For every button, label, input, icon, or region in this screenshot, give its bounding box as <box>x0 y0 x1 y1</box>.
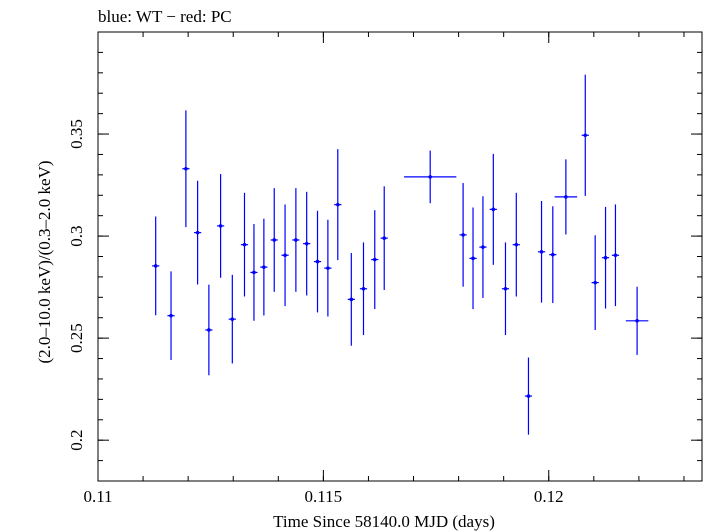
x-tick-label: 0.12 <box>534 487 564 506</box>
point-marker <box>252 270 256 275</box>
y-axis-label: (2.0–10.0 keV)/(0.3–2.0 keV) <box>35 160 54 363</box>
data-point <box>194 180 202 285</box>
data-point <box>601 206 610 309</box>
data-point <box>240 192 249 297</box>
point-marker <box>283 253 287 258</box>
data-point <box>216 174 225 278</box>
point-marker <box>195 230 200 235</box>
point-marker <box>335 202 340 207</box>
data-points <box>152 74 649 435</box>
data-point <box>581 74 589 196</box>
point-marker <box>361 286 366 291</box>
point-marker <box>564 195 568 199</box>
data-point <box>303 191 311 296</box>
tick-labels: 0.11 0.115 0.12 0.2 0.25 0.3 0.35 <box>67 119 564 506</box>
point-marker <box>294 238 298 242</box>
point-marker <box>539 250 544 254</box>
point-marker <box>349 297 354 302</box>
point-marker <box>372 257 377 262</box>
point-marker <box>218 224 223 228</box>
data-point <box>625 286 649 355</box>
point-marker <box>230 317 235 321</box>
data-point <box>270 188 278 292</box>
data-point <box>489 153 497 265</box>
point-marker <box>461 233 465 237</box>
y-tick-label: 0.2 <box>67 430 86 451</box>
y-tick-label: 0.25 <box>67 323 86 353</box>
point-marker <box>635 318 639 323</box>
data-point <box>359 242 368 336</box>
data-point <box>167 271 175 360</box>
point-marker <box>471 256 475 261</box>
data-point <box>611 204 620 307</box>
data-point <box>281 204 289 307</box>
point-marker <box>153 264 158 268</box>
data-point <box>250 224 258 321</box>
point-marker <box>315 259 320 264</box>
x-tick-label: 0.115 <box>305 487 343 506</box>
data-point <box>182 110 190 228</box>
plot-frame <box>97 31 703 482</box>
data-point <box>205 284 213 376</box>
point-marker <box>184 166 188 171</box>
data-point <box>371 210 379 309</box>
point-marker <box>526 394 531 398</box>
data-point <box>260 218 268 316</box>
point-marker <box>207 328 211 332</box>
axis-ticks <box>97 31 702 482</box>
data-point <box>459 183 467 287</box>
point-marker <box>503 286 508 291</box>
data-point <box>404 150 457 204</box>
data-point <box>524 357 533 435</box>
point-marker <box>169 313 173 318</box>
point-marker <box>326 266 330 270</box>
x-axis-label: Time Since 58140.0 MJD (days) <box>273 512 495 531</box>
data-point <box>292 188 300 292</box>
data-point <box>152 216 160 316</box>
point-marker <box>481 245 485 249</box>
data-point <box>324 219 332 317</box>
point-marker <box>428 175 433 179</box>
point-marker <box>593 280 597 285</box>
point-marker <box>603 255 608 260</box>
data-point <box>479 196 487 298</box>
data-point <box>591 235 599 330</box>
point-marker <box>242 242 247 247</box>
data-point <box>334 149 342 261</box>
data-point <box>347 253 355 346</box>
y-tick-label: 0.35 <box>67 119 86 149</box>
point-marker <box>304 241 309 246</box>
data-point <box>228 274 236 364</box>
point-marker <box>382 236 387 240</box>
y-tick-label: 0.3 <box>67 225 86 246</box>
point-marker <box>491 207 496 212</box>
x-tick-label: 0.11 <box>83 487 112 506</box>
data-point <box>380 186 388 290</box>
data-point <box>554 159 578 235</box>
point-marker <box>262 265 266 269</box>
data-point <box>469 207 477 310</box>
point-marker <box>551 252 555 257</box>
data-point <box>549 206 557 304</box>
chart-title: blue: WT − red: PC <box>98 7 232 26</box>
data-point <box>512 192 520 297</box>
point-marker <box>272 238 277 242</box>
data-point <box>537 200 546 303</box>
point-marker <box>613 253 618 258</box>
point-marker <box>514 242 519 247</box>
data-point <box>501 242 510 336</box>
data-point <box>313 210 322 313</box>
point-marker <box>583 133 588 138</box>
